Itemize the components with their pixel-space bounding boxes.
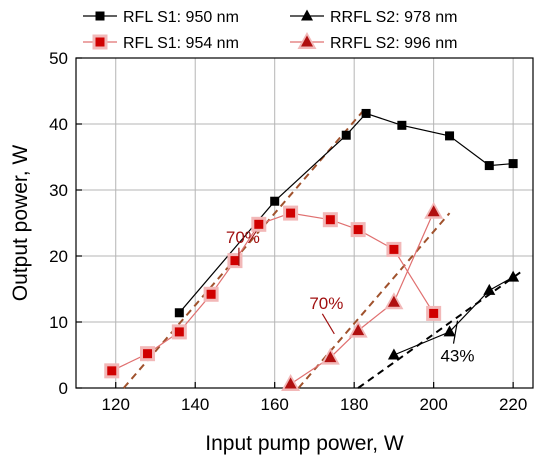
y-tick-label: 30: [49, 181, 68, 200]
axis-ticks: 120 140 160 180 200 220 0 10 20 30 40 50: [49, 49, 527, 414]
series-3: [281, 201, 444, 392]
data-point: [353, 225, 363, 235]
data-point: [341, 130, 351, 140]
x-tick-label: 160: [261, 395, 289, 414]
series-2: [387, 270, 520, 360]
data-point: [324, 351, 337, 363]
x-tick-label: 120: [102, 395, 130, 414]
data-point: [427, 205, 440, 217]
data-point: [387, 348, 400, 360]
legend-label: RRFL S2: 996 nm: [330, 35, 457, 52]
data-point: [284, 377, 297, 389]
legend: RFL S1: 950 nm RFL S1: 954 nm RRFL S2: 978…: [83, 9, 457, 52]
y-tick-label: 40: [49, 115, 68, 134]
data-point: [254, 219, 264, 229]
annotations: 70% 70% 43%: [226, 228, 475, 366]
data-point: [174, 327, 184, 337]
data-point: [107, 366, 117, 376]
series-line: [178, 112, 514, 314]
legend-item: RFL S1: 950 nm: [83, 9, 239, 26]
data-point: [143, 349, 153, 359]
fit-line: [122, 106, 367, 389]
data-point: [507, 270, 520, 282]
y-axis-title: Output power, W: [9, 145, 32, 302]
plot-frame: [75, 57, 534, 389]
fit-line: [357, 271, 522, 389]
data-point: [301, 9, 313, 21]
annotation-label: 43%: [440, 347, 474, 366]
data-point: [361, 108, 371, 118]
data-point: [270, 196, 280, 206]
legend-label: RFL S1: 950 nm: [123, 9, 239, 26]
data-point: [325, 215, 335, 225]
y-tick-label: 50: [49, 49, 68, 68]
fit-line: [297, 212, 451, 389]
x-tick-label: 200: [419, 395, 447, 414]
data-point: [389, 244, 399, 254]
data-point: [445, 131, 455, 141]
data-point: [95, 37, 105, 47]
y-tick-label: 20: [49, 247, 68, 266]
x-tick-label: 220: [499, 395, 527, 414]
series-line: [393, 276, 514, 356]
legend-item: RFL S1: 954 nm: [83, 34, 239, 52]
data-point: [206, 289, 216, 299]
data-point: [286, 208, 296, 218]
annotation-pointer: [452, 320, 459, 344]
grid: [76, 58, 533, 388]
data-point: [483, 283, 496, 295]
data-point: [508, 159, 518, 169]
annotation-label: 70%: [226, 228, 260, 247]
data-point: [230, 256, 240, 266]
series-1: [104, 205, 442, 379]
data-point: [352, 324, 365, 336]
x-axis-title: Input pump power, W: [205, 432, 404, 455]
annotation-pointer: [321, 313, 335, 335]
fit-lines: [122, 106, 522, 389]
x-tick-label: 180: [340, 395, 368, 414]
data-point: [443, 325, 456, 337]
legend-item: RRFL S2: 996 nm: [290, 32, 457, 52]
data-point: [95, 11, 105, 21]
data-point: [397, 120, 407, 130]
y-tick-label: 0: [59, 379, 68, 398]
legend-label: RRFL S2: 978 nm: [330, 9, 457, 26]
data-point: [429, 308, 439, 318]
y-tick-label: 10: [49, 313, 68, 332]
data-point: [484, 161, 494, 171]
series-0: [174, 108, 518, 318]
x-tick-label: 140: [181, 395, 209, 414]
data-series: [104, 108, 520, 392]
data-point: [301, 35, 313, 47]
data-point: [387, 295, 400, 307]
annotation-label: 70%: [309, 294, 343, 313]
legend-item: RRFL S2: 978 nm: [290, 9, 457, 26]
legend-label: RFL S1: 954 nm: [123, 35, 239, 52]
data-point: [174, 308, 184, 318]
